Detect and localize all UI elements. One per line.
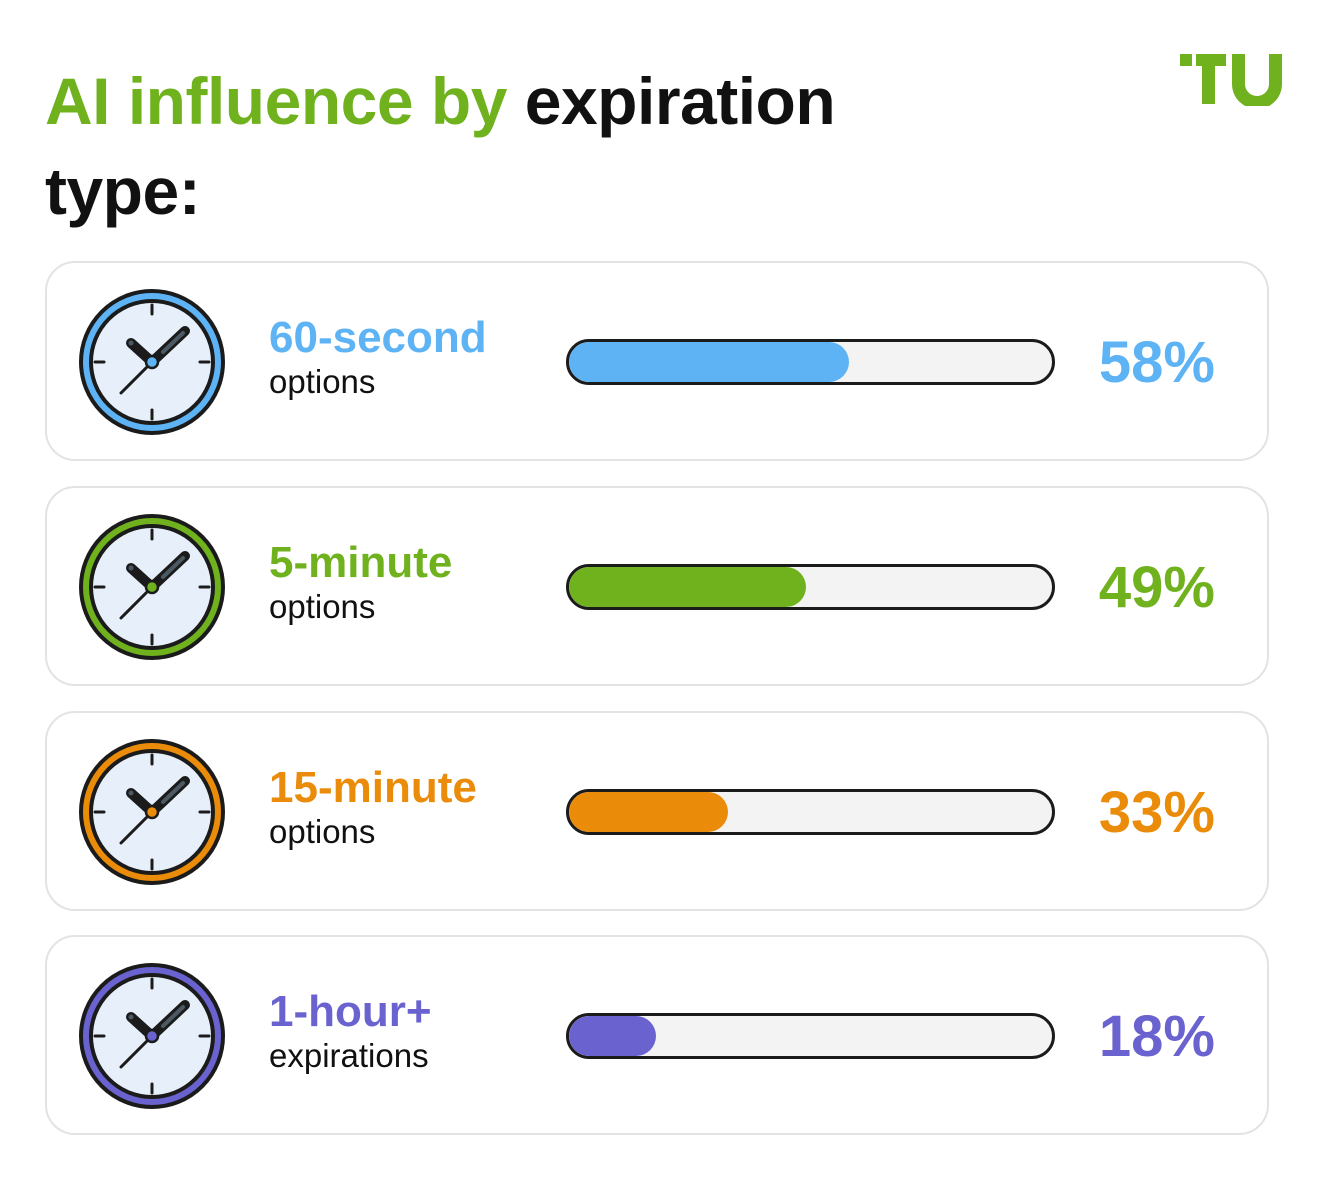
clock-icon bbox=[79, 963, 225, 1109]
category-sublabel: options bbox=[269, 588, 376, 625]
title-rest: expiration type: bbox=[45, 64, 836, 228]
category-label: 15-minute bbox=[269, 763, 477, 812]
brand-logo bbox=[1180, 54, 1282, 106]
clock-icon bbox=[79, 739, 225, 885]
category-label: 1-hour+ bbox=[269, 987, 432, 1036]
value-label: 18% bbox=[1098, 1004, 1215, 1069]
row-label: 60-second options bbox=[269, 313, 487, 401]
row-label: 1-hour+ expirations bbox=[269, 987, 432, 1075]
value-label: 49% bbox=[1098, 555, 1215, 620]
row-label: 5-minute options bbox=[269, 538, 452, 626]
chart-row: 1-hour+ expirations 18% bbox=[45, 935, 1269, 1135]
category-label: 60-second bbox=[269, 313, 487, 362]
bar-track bbox=[566, 1013, 1055, 1059]
value-label: 58% bbox=[1098, 330, 1215, 395]
page-title: AI influence by expiration type: bbox=[45, 56, 965, 236]
clock-icon bbox=[79, 514, 225, 660]
chart-row: 60-second options 58% bbox=[45, 261, 1269, 461]
value-label: 33% bbox=[1098, 780, 1215, 845]
bar bbox=[569, 342, 850, 382]
bar bbox=[569, 792, 729, 832]
clock-icon bbox=[79, 289, 225, 435]
category-sublabel: options bbox=[269, 813, 376, 850]
category-sublabel: options bbox=[269, 363, 376, 400]
chart-row: 5-minute options 49% bbox=[45, 486, 1269, 686]
chart-row: 15-minute options 33% bbox=[45, 711, 1269, 911]
category-label: 5-minute bbox=[269, 538, 453, 587]
title-accent: AI influence by bbox=[45, 64, 507, 138]
bar bbox=[569, 1016, 656, 1056]
bar bbox=[569, 567, 806, 607]
row-label: 15-minute options bbox=[269, 763, 477, 851]
bar-track bbox=[566, 789, 1055, 835]
category-sublabel: expirations bbox=[269, 1037, 429, 1074]
bar-track bbox=[566, 339, 1055, 385]
bar-track bbox=[566, 564, 1055, 610]
